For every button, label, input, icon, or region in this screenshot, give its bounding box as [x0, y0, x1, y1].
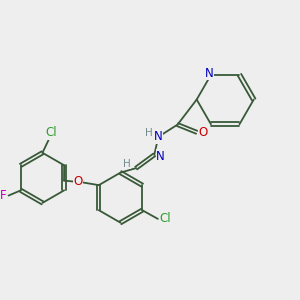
Text: N: N [205, 67, 214, 80]
Text: Cl: Cl [160, 212, 171, 225]
Text: F: F [0, 189, 6, 202]
Text: Cl: Cl [45, 126, 57, 139]
Text: H: H [145, 128, 153, 138]
Text: N: N [154, 130, 163, 143]
Text: O: O [73, 175, 83, 188]
Text: H: H [122, 159, 130, 169]
Text: O: O [198, 126, 208, 139]
Text: N: N [156, 150, 165, 163]
